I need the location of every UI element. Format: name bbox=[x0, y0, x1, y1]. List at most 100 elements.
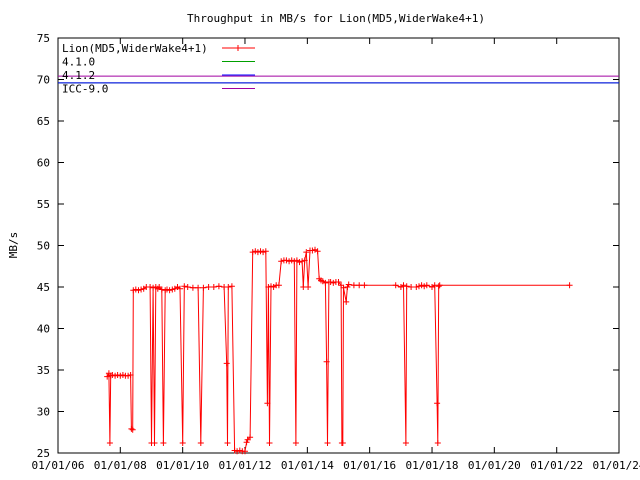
data-point bbox=[436, 282, 443, 289]
x-tick-label: 01/01/10 bbox=[156, 459, 209, 472]
data-point bbox=[275, 282, 282, 289]
data-point bbox=[324, 440, 331, 446]
data-point bbox=[323, 358, 330, 365]
data-point bbox=[249, 249, 256, 256]
y-tick-label: 60 bbox=[37, 157, 50, 170]
data-point bbox=[339, 440, 346, 446]
data-point bbox=[435, 283, 442, 290]
data-point bbox=[309, 247, 316, 254]
data-point bbox=[252, 248, 259, 255]
data-point bbox=[403, 283, 410, 290]
data-point bbox=[127, 372, 134, 378]
x-tick-label: 01/01/14 bbox=[281, 459, 334, 472]
data-point bbox=[421, 283, 428, 290]
data-point bbox=[129, 426, 136, 433]
data-point bbox=[106, 440, 113, 446]
data-point bbox=[299, 258, 306, 265]
data-point bbox=[264, 400, 271, 407]
data-point bbox=[147, 284, 154, 290]
x-tick-label: 01/01/18 bbox=[406, 459, 459, 472]
data-point bbox=[179, 440, 186, 446]
data-point bbox=[195, 284, 202, 291]
data-point bbox=[257, 248, 264, 255]
x-tick-label: 01/01/12 bbox=[218, 459, 271, 472]
data-point bbox=[225, 284, 232, 290]
legend-marker bbox=[235, 45, 241, 51]
data-point bbox=[223, 360, 230, 367]
data-point bbox=[177, 285, 183, 292]
chart-title: Throughput in MB/s for Lion(MD5,WiderWak… bbox=[187, 12, 485, 25]
data-point bbox=[286, 258, 293, 265]
data-point bbox=[340, 284, 347, 291]
data-point bbox=[210, 284, 217, 290]
data-point bbox=[314, 248, 321, 255]
data-point bbox=[138, 286, 145, 293]
y-axis-label: MB/s bbox=[7, 232, 20, 259]
data-point bbox=[109, 372, 116, 378]
data-point bbox=[345, 281, 352, 288]
data-point bbox=[434, 440, 441, 446]
data-point bbox=[260, 249, 267, 256]
data-point bbox=[128, 425, 135, 432]
data-point bbox=[408, 284, 415, 290]
data-point bbox=[228, 283, 235, 290]
axis-ticks: 25 30 35 40 45 50 55 60 65 70 75 01/01/06 01/01/08 01… bbox=[32, 32, 640, 472]
y-tick-label: 35 bbox=[37, 364, 50, 377]
data-point bbox=[327, 279, 334, 285]
legend-label: 4.1.0 bbox=[62, 56, 95, 69]
series-lion bbox=[104, 246, 573, 455]
data-point bbox=[266, 440, 273, 446]
data-point bbox=[288, 257, 295, 264]
data-point bbox=[356, 282, 363, 289]
data-point bbox=[114, 372, 121, 378]
data-point bbox=[361, 282, 368, 289]
data-point bbox=[350, 282, 357, 289]
data-point bbox=[151, 440, 158, 446]
y-tick-label: 30 bbox=[37, 406, 50, 419]
data-point bbox=[132, 286, 139, 293]
y-tick-label: 40 bbox=[37, 323, 50, 336]
x-tick-label: 01/01/24 bbox=[593, 459, 640, 472]
x-tick-label: 01/01/06 bbox=[32, 459, 85, 472]
data-point bbox=[400, 282, 407, 289]
data-point bbox=[291, 258, 298, 265]
data-point bbox=[434, 400, 441, 407]
data-point bbox=[197, 440, 204, 446]
legend-label: Lion(MD5,WiderWake4+1) bbox=[62, 42, 208, 55]
data-point bbox=[402, 440, 409, 446]
data-point bbox=[205, 284, 212, 290]
data-point bbox=[158, 286, 165, 293]
data-point bbox=[265, 284, 272, 290]
x-tick-label: 01/01/20 bbox=[468, 459, 521, 472]
plot-frame bbox=[57, 37, 620, 454]
data-point bbox=[268, 283, 274, 290]
legend-label: ICC-9.0 bbox=[62, 83, 108, 96]
reference-lines bbox=[58, 75, 619, 84]
data-point bbox=[181, 283, 188, 290]
legend-label: 4.1.2 bbox=[62, 69, 95, 82]
data-point bbox=[416, 283, 422, 290]
data-point bbox=[160, 440, 167, 446]
data-point bbox=[330, 279, 337, 286]
data-point bbox=[262, 248, 269, 255]
data-point bbox=[104, 373, 111, 380]
data-point bbox=[184, 284, 191, 290]
data-point bbox=[301, 257, 308, 264]
data-point bbox=[215, 283, 222, 290]
y-tick-label: 65 bbox=[37, 115, 50, 128]
data-point bbox=[150, 284, 157, 291]
data-point bbox=[413, 284, 420, 290]
data-point bbox=[566, 282, 573, 289]
x-tick-label: 01/01/22 bbox=[530, 459, 583, 472]
data-point bbox=[303, 249, 310, 256]
data-point bbox=[200, 284, 207, 291]
data-point bbox=[117, 372, 124, 379]
data-point bbox=[292, 440, 299, 446]
data-point bbox=[242, 448, 248, 455]
y-tick-label: 45 bbox=[37, 281, 50, 294]
data-point bbox=[224, 440, 231, 446]
data-point bbox=[423, 282, 430, 289]
data-point bbox=[166, 287, 173, 294]
